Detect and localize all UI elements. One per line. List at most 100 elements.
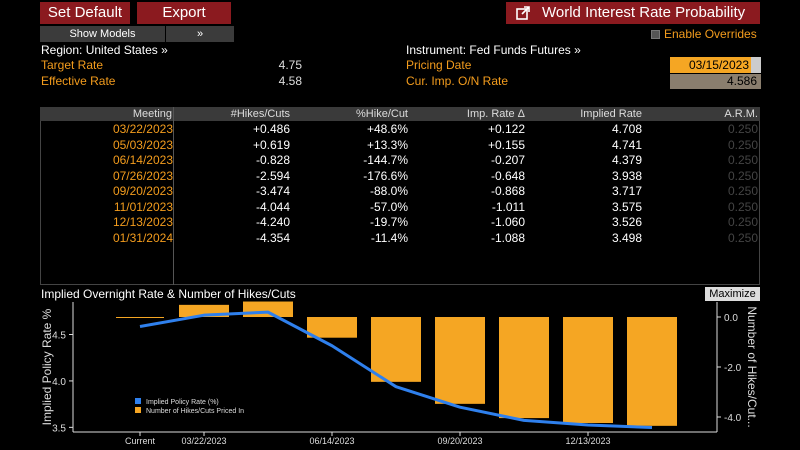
hikes-cell: -0.828 — [255, 153, 290, 167]
table-divider — [173, 107, 174, 285]
pct-cell: -144.7% — [363, 153, 408, 167]
target-rate-value: 4.75 — [278, 58, 302, 72]
bar-Current — [116, 317, 164, 318]
meeting-cell: 06/14/2023 — [112, 153, 173, 167]
delta-cell: -1.088 — [490, 230, 525, 245]
chart-svg: 3.5 4.0 4.5 -4.0 -2.0 0.0 Current 03/22/2023 06/… — [40, 301, 759, 446]
right-tick-label: 0.0 — [724, 313, 738, 324]
legend-swatch-bar — [135, 407, 141, 413]
meeting-cell: 03/22/2023 — [112, 122, 173, 136]
expand-button[interactable]: » — [166, 26, 234, 42]
implied-rate-cell: 3.938 — [611, 168, 642, 183]
implied-rate-cell: 4.708 — [611, 122, 642, 136]
x-tick-label: 03/22/2023 — [181, 436, 226, 446]
legend-label-line: Implied Policy Rate (%) — [146, 399, 219, 406]
hikes-cell: -4.240 — [255, 215, 290, 229]
pricing-date-label: Pricing Date — [406, 58, 472, 72]
y-axis-left-label: Implied Policy Rate % — [40, 308, 54, 425]
table-header — [40, 107, 760, 121]
bar-05/03/2023 — [243, 301, 293, 317]
cur-imp-rate-label: Cur. Imp. O/N Rate — [406, 74, 509, 88]
maximize-button[interactable]: Maximize — [705, 287, 760, 301]
delta-cell: +0.122 — [487, 122, 525, 136]
bar-06/14/2023 — [307, 317, 357, 338]
right-tick-label: -4.0 — [724, 413, 742, 424]
pct-cell: +13.3% — [366, 137, 408, 152]
x-tick-label: 09/20/2023 — [437, 436, 482, 446]
pct-cell: -19.7% — [369, 215, 408, 229]
window-title: World Interest Rate Probability — [542, 4, 746, 21]
window-title-bar: World Interest Rate Probability — [506, 2, 760, 24]
delta-cell: -0.207 — [490, 153, 525, 167]
implied-rate-line — [139, 310, 653, 430]
pct-cell: -88.0% — [369, 184, 408, 198]
pct-cell: -57.0% — [369, 199, 408, 214]
implied-rate-cell: 4.741 — [611, 137, 642, 152]
delta-cell: -0.868 — [490, 184, 525, 198]
hikes-cell: -2.594 — [255, 168, 290, 183]
arm-cell: 0.250 — [727, 122, 758, 136]
hikes-cell: +0.486 — [252, 122, 290, 136]
enable-overrides-checkbox[interactable] — [651, 30, 660, 39]
hikes-cell: -4.044 — [255, 199, 290, 214]
bar-09/20/2023 — [435, 317, 485, 404]
hikes-cell: +0.619 — [252, 137, 290, 152]
meeting-cell: 09/20/2023 — [112, 184, 173, 198]
col-header-pct[interactable]: %Hike/Cut — [356, 108, 408, 120]
pct-cell: -176.6% — [363, 168, 408, 183]
arm-cell: 0.250 — [727, 215, 758, 229]
legend-swatch-line — [135, 398, 141, 404]
implied-rate-cell: 3.498 — [611, 230, 642, 245]
y-axis-right-label: Number of Hikes/Cut... — [745, 306, 759, 427]
delta-cell: +0.155 — [487, 137, 525, 152]
arm-cell: 0.250 — [727, 199, 758, 214]
arm-cell: 0.250 — [727, 230, 758, 245]
bar-07/26/2023 — [371, 317, 421, 382]
right-tick-label: -2.0 — [724, 363, 742, 374]
col-header-delta[interactable]: Imp. Rate Δ — [466, 108, 525, 120]
hikes-cell: -4.354 — [255, 230, 290, 245]
cur-imp-rate-value: 4.586 — [670, 74, 761, 89]
legend-label-bar: Number of Hikes/Cuts Priced In — [146, 408, 244, 415]
instrument-selector[interactable]: Instrument: Fed Funds Futures » — [406, 43, 581, 57]
implied-rate-cell: 4.379 — [611, 153, 642, 167]
arm-cell: 0.250 — [727, 168, 758, 183]
col-header-arm[interactable]: A.R.M. — [724, 108, 758, 120]
enable-overrides-label: Enable Overrides — [664, 27, 757, 41]
show-models-button[interactable]: Show Models — [40, 26, 165, 42]
delta-cell: -1.060 — [490, 215, 525, 229]
col-header-meeting[interactable]: Meeting — [132, 108, 172, 120]
implied-rate-cell: 3.575 — [611, 199, 642, 214]
hikes-cell: -3.474 — [255, 184, 290, 198]
x-tick-label: Current — [125, 436, 156, 446]
effective-rate-value: 4.58 — [278, 74, 302, 88]
delta-cell: -0.648 — [490, 168, 525, 183]
arm-cell: 0.250 — [727, 137, 758, 152]
pricing-date-input[interactable]: 03/15/2023 — [670, 57, 752, 73]
col-header-implied[interactable]: Implied Rate — [580, 108, 642, 120]
meeting-cell: 05/03/2023 — [112, 137, 173, 152]
left-tick-label: 4.0 — [52, 377, 66, 388]
delta-cell: -1.011 — [491, 199, 525, 214]
col-header-hikes[interactable]: #Hikes/Cuts — [230, 108, 290, 120]
left-tick-label: 3.5 — [52, 423, 66, 434]
x-tick-label: 12/13/2023 — [565, 436, 610, 446]
effective-rate-label: Effective Rate — [41, 74, 116, 88]
chart-title: Implied Overnight Rate & Number of Hikes… — [41, 287, 296, 301]
x-tick-label: 06/14/2023 — [309, 436, 354, 446]
region-selector[interactable]: Region: United States » — [41, 43, 168, 57]
arm-cell: 0.250 — [727, 184, 758, 198]
export-button[interactable]: Export — [137, 2, 231, 24]
bar-12/13/2023 — [563, 317, 613, 423]
calendar-icon[interactable] — [751, 57, 761, 73]
popout-icon[interactable] — [516, 6, 530, 20]
bar-01/31/2024 — [627, 317, 677, 426]
left-tick-label: 4.5 — [52, 331, 66, 342]
meeting-cell: 12/13/2023 — [112, 215, 173, 229]
implied-rate-cell: 3.526 — [611, 215, 642, 229]
table-body — [40, 121, 760, 285]
pct-cell: +48.6% — [366, 122, 408, 136]
set-default-button[interactable]: Set Default — [40, 2, 130, 24]
meeting-cell: 11/01/2023 — [113, 199, 173, 214]
arm-cell: 0.250 — [727, 153, 758, 167]
